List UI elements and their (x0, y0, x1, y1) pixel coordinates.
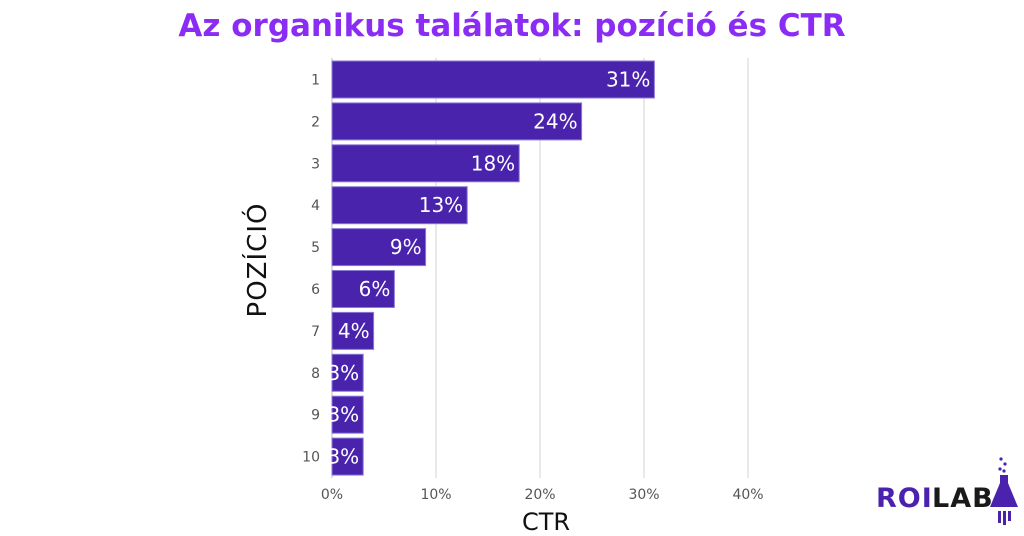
roilab-logo: ROI LAB (876, 455, 1024, 530)
y-tick-label: 9 (311, 408, 320, 424)
data-label: 3% (327, 403, 359, 427)
bar (331, 102, 583, 141)
bar (331, 144, 520, 183)
logo-text-roi: ROI (876, 483, 933, 514)
data-label: 4% (338, 319, 370, 343)
data-label: 13% (419, 193, 463, 217)
x-tick-label: 0% (321, 487, 343, 503)
x-tick-label: 20% (524, 487, 555, 503)
bar (331, 395, 364, 434)
bar (331, 353, 364, 392)
bar (331, 60, 655, 99)
bar (331, 311, 375, 350)
y-tick-label: 8 (311, 366, 320, 382)
bar (331, 270, 395, 308)
x-tick-label: 10% (420, 487, 451, 503)
chart-title: Az organikus találatok: pozíció és CTR (178, 8, 846, 44)
data-label: 3% (327, 361, 359, 385)
data-label: 18% (471, 151, 515, 175)
y-axis-label: POZÍCIÓ (243, 202, 273, 318)
data-label: 3% (327, 445, 359, 469)
bar (331, 186, 468, 225)
x-axis-label: CTR (521, 508, 571, 536)
bar (331, 437, 364, 476)
y-tick-label: 1 (311, 73, 320, 89)
data-label: 31% (606, 68, 650, 92)
y-tick-label: 4 (311, 198, 320, 214)
y-tick-label: 10 (302, 450, 320, 466)
logo-text-lab: LAB (932, 483, 994, 514)
data-label: 9% (390, 235, 422, 259)
x-tick-label: 30% (628, 487, 659, 503)
y-tick-label: 6 (311, 282, 320, 298)
x-tick-label: 40% (732, 487, 763, 503)
y-tick-label: 7 (311, 324, 320, 340)
data-label: 6% (359, 277, 391, 301)
y-tick-label: 5 (311, 240, 320, 256)
flask-rocket-icon (990, 457, 1018, 525)
y-tick-label: 2 (311, 114, 320, 130)
y-tick-label: 3 (311, 156, 320, 172)
bar (331, 228, 427, 267)
data-label: 24% (533, 109, 577, 133)
